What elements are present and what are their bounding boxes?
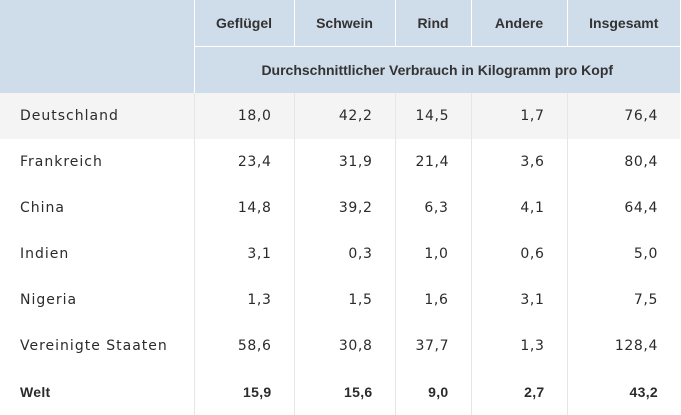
total-cell-value: 43,2 <box>566 369 680 415</box>
cell-value: 21,4 <box>394 139 471 185</box>
table-row: Frankreich 23,4 31,9 21,4 3,6 80,4 <box>0 139 680 185</box>
header-corner-cell <box>0 0 194 93</box>
cell-value: 0,3 <box>293 231 395 277</box>
column-header-gefluegel: Geflügel <box>193 0 294 47</box>
table-row: Vereinigte Staaten 58,6 30,8 37,7 1,3 12… <box>0 323 680 369</box>
total-cell-value: 9,0 <box>394 369 471 415</box>
cell-value: 4,1 <box>470 185 567 231</box>
cell-value: 1,7 <box>470 93 567 139</box>
header-row-columns: Geflügel Schwein Rind Andere Insgesamt <box>0 0 680 93</box>
cell-value: 1,3 <box>470 323 567 369</box>
cell-value: 76,4 <box>566 93 680 139</box>
cell-value: 37,7 <box>394 323 471 369</box>
table-body: Deutschland 18,0 42,2 14,5 1,7 76,4 Fran… <box>0 93 680 415</box>
cell-value: 23,4 <box>193 139 294 185</box>
cell-value: 80,4 <box>566 139 680 185</box>
cell-value: 1,5 <box>293 277 395 323</box>
column-header-andere: Andere <box>470 0 567 47</box>
header-row-unit: Durchschnittlicher Verbrauch in Kilogram… <box>0 46 680 93</box>
row-label: Nigeria <box>20 292 78 308</box>
cell-value: 3,1 <box>470 277 567 323</box>
cell-value: 6,3 <box>394 185 471 231</box>
unit-caption: Durchschnittlicher Verbrauch in Kilogram… <box>193 46 680 93</box>
cell-value: 39,2 <box>293 185 395 231</box>
table-row: Nigeria 1,3 1,5 1,6 3,1 7,5 <box>0 277 680 323</box>
cell-value: 42,2 <box>293 93 395 139</box>
cell-value: 14,8 <box>193 185 294 231</box>
table-header: Geflügel Schwein Rind Andere Insgesamt D… <box>0 0 680 93</box>
row-label: China <box>20 200 65 216</box>
cell-value: 1,3 <box>193 277 294 323</box>
cell-value: 3,1 <box>193 231 294 277</box>
table-row: Indien 3,1 0,3 1,0 0,6 5,0 <box>0 231 680 277</box>
table-row: China 14,8 39,2 6,3 4,1 64,4 <box>0 185 680 231</box>
row-label: Indien <box>20 246 70 262</box>
column-header-schwein: Schwein <box>293 0 395 47</box>
table-row: Deutschland 18,0 42,2 14,5 1,7 76,4 <box>0 93 680 139</box>
cell-value: 7,5 <box>566 277 680 323</box>
cell-value: 30,8 <box>293 323 395 369</box>
column-header-insgesamt: Insgesamt <box>566 0 680 47</box>
cell-value: 0,6 <box>470 231 567 277</box>
cell-value: 3,6 <box>470 139 567 185</box>
cell-value: 64,4 <box>566 185 680 231</box>
cell-value: 58,6 <box>193 323 294 369</box>
row-label: Vereinigte Staaten <box>20 338 168 354</box>
cell-value: 1,6 <box>394 277 471 323</box>
column-header-rind: Rind <box>394 0 471 47</box>
cell-value: 18,0 <box>193 93 294 139</box>
total-cell-value: 15,9 <box>193 369 294 415</box>
cell-value: 128,4 <box>566 323 680 369</box>
cell-value: 1,0 <box>394 231 471 277</box>
total-row: Welt 15,9 15,6 9,0 2,7 43,2 <box>0 369 680 415</box>
row-label: Frankreich <box>20 154 103 170</box>
total-cell-value: 15,6 <box>293 369 395 415</box>
total-cell-value: 2,7 <box>470 369 567 415</box>
row-label: Deutschland <box>0 93 194 139</box>
cell-value: 5,0 <box>566 231 680 277</box>
cell-value: 14,5 <box>394 93 471 139</box>
cell-value: 31,9 <box>293 139 395 185</box>
total-row-label: Welt <box>20 384 51 400</box>
